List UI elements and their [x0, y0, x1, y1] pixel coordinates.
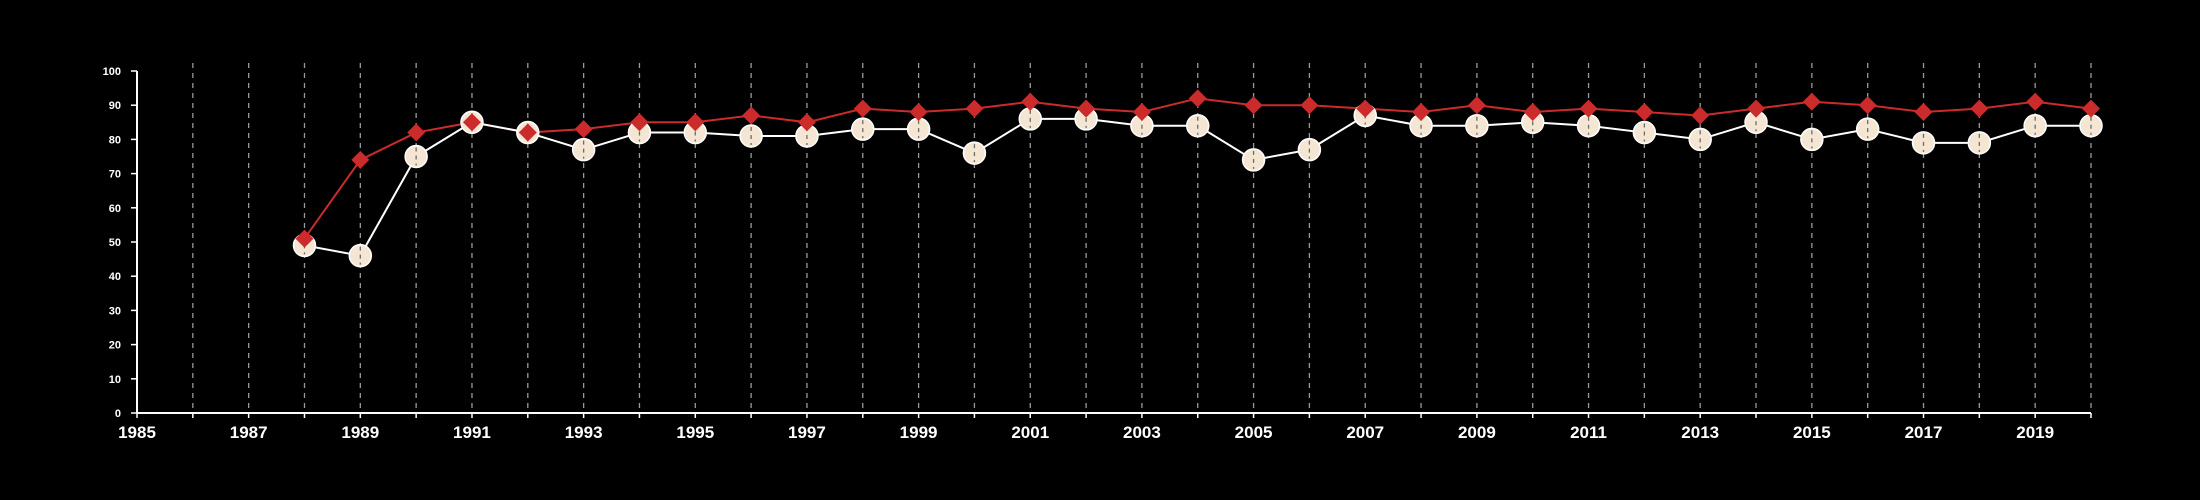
diamond-marker-1998 — [853, 99, 872, 118]
diamond-marker-2013 — [1691, 106, 1710, 125]
y-tick-label-90: 90 — [109, 100, 121, 112]
diamond-marker-2000 — [965, 99, 984, 118]
diamond-marker-1996 — [742, 106, 761, 125]
diamond-marker-2020 — [2082, 99, 2100, 118]
x-tick-label-2007: 2007 — [1346, 423, 1384, 442]
diamond-marker-2010 — [1523, 103, 1542, 122]
diamond-marker-2011 — [1579, 99, 1598, 118]
x-tick-label-2009: 2009 — [1458, 423, 1496, 442]
x-tick-label-1997: 1997 — [788, 423, 826, 442]
diamond-marker-1999 — [909, 103, 928, 122]
diamond-marker-2006 — [1300, 96, 1319, 115]
x-tick-label-2003: 2003 — [1123, 423, 1161, 442]
y-tick-label-40: 40 — [109, 271, 121, 283]
x-tick-label-1989: 1989 — [341, 423, 379, 442]
x-tick-label-2011: 2011 — [1570, 423, 1607, 442]
diamond-marker-1988 — [295, 229, 314, 248]
x-tick-label-1991: 1991 — [453, 423, 491, 442]
diamond-marker-2009 — [1467, 96, 1486, 115]
y-tick-label-30: 30 — [109, 305, 121, 317]
diamond-marker-2001 — [1021, 92, 1040, 111]
y-tick-label-80: 80 — [109, 134, 121, 146]
diamond-marker-2004 — [1188, 89, 1207, 108]
diamond-marker-1991 — [462, 113, 481, 132]
diamond-marker-2007 — [1356, 99, 1375, 118]
diamond-marker-2012 — [1635, 103, 1654, 122]
diamond-marker-2002 — [1077, 99, 1096, 118]
y-tick-label-70: 70 — [109, 169, 121, 181]
diamond-marker-1997 — [797, 113, 816, 132]
y-tick-label-50: 50 — [109, 237, 121, 249]
diamond-marker-1992 — [518, 123, 537, 142]
diamond-marker-2019 — [2026, 92, 2045, 111]
x-tick-label-1985: 1985 — [118, 423, 156, 442]
diamond-marker-2018 — [1970, 99, 1989, 118]
y-tick-label-10: 10 — [109, 374, 121, 386]
x-tick-label-2015: 2015 — [1793, 423, 1831, 442]
diamond-marker-1990 — [407, 123, 426, 142]
diamond-marker-2014 — [1747, 99, 1766, 118]
y-tick-label-0: 0 — [115, 408, 121, 420]
x-tick-label-2017: 2017 — [1905, 423, 1943, 442]
diamond-marker-2005 — [1244, 96, 1263, 115]
y-tick-label-100: 100 — [103, 66, 121, 78]
x-tick-label-1993: 1993 — [565, 423, 603, 442]
x-tick-label-1987: 1987 — [230, 423, 268, 442]
y-tick-label-60: 60 — [109, 203, 121, 215]
diamond-marker-1995 — [686, 113, 705, 132]
x-tick-label-2019: 2019 — [2016, 423, 2054, 442]
diamond-marker-2015 — [1802, 92, 1821, 111]
y-tick-label-20: 20 — [109, 340, 121, 352]
x-tick-label-1999: 1999 — [900, 423, 938, 442]
diamond-marker-2016 — [1858, 96, 1877, 115]
x-tick-label-1995: 1995 — [676, 423, 714, 442]
diamond-marker-1993 — [574, 120, 593, 139]
diamond-marker-2003 — [1132, 103, 1151, 122]
diamond-marker-2008 — [1412, 103, 1431, 122]
diamond-marker-1994 — [630, 113, 649, 132]
diamond-marker-2017 — [1914, 103, 1933, 122]
x-tick-label-2005: 2005 — [1235, 423, 1273, 442]
x-tick-label-2001: 2001 — [1011, 423, 1049, 442]
x-tick-label-2013: 2013 — [1681, 423, 1719, 442]
diamond-marker-1989 — [351, 150, 370, 169]
